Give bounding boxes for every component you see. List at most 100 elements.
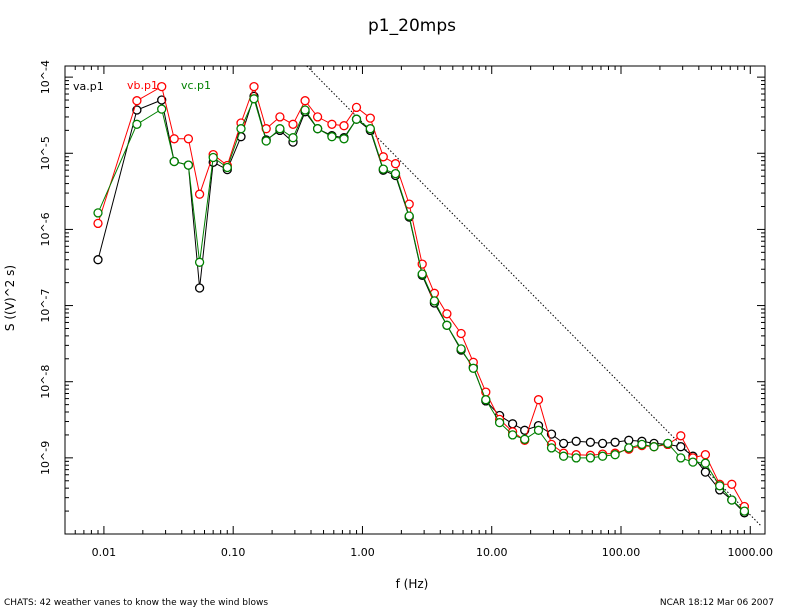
y-tick-label: 10^-7 [39, 288, 52, 322]
data-point [93, 218, 103, 229]
data-point [275, 124, 285, 134]
data-point [169, 134, 179, 144]
data-point [157, 104, 167, 114]
data-point [365, 113, 375, 123]
data-point [456, 344, 466, 354]
data-point [249, 94, 259, 104]
data-point [571, 453, 581, 463]
data-point [533, 395, 544, 405]
data-point [715, 481, 725, 491]
data-point [610, 450, 620, 460]
data-point [468, 363, 478, 373]
data-point [676, 442, 686, 452]
data-point [494, 417, 505, 428]
data-point [481, 395, 491, 405]
data-point [597, 438, 608, 449]
y-tick-label: 10^-4 [39, 60, 52, 94]
y-axis-label: S ((V)^2 s) [3, 265, 17, 331]
reference-slope-line [306, 65, 761, 526]
data-point [649, 442, 659, 452]
data-point [700, 467, 711, 477]
x-tick-label: 10.00 [476, 546, 508, 559]
plot-frame [64, 65, 766, 535]
data-point [132, 96, 142, 106]
x-tick-label: 0.10 [221, 546, 246, 559]
data-point [183, 134, 194, 144]
data-point [676, 431, 686, 441]
series-vc.p1 [93, 94, 750, 516]
data-point [676, 453, 686, 463]
y-tick-label: 10^-6 [39, 212, 52, 246]
footer-right: NCAR 18:12 Mar 06 2007 [660, 598, 774, 608]
data-point [169, 156, 179, 167]
data-point [520, 434, 530, 444]
data-point [429, 288, 440, 298]
data-point [507, 419, 518, 429]
data-point [261, 136, 271, 146]
data-point [663, 438, 673, 449]
data-point [688, 457, 698, 467]
data-point [624, 443, 634, 453]
data-point [533, 425, 544, 435]
data-point [194, 189, 205, 199]
data-point [558, 451, 569, 461]
data-point [236, 124, 246, 134]
data-point [610, 437, 620, 447]
series-layer [93, 81, 750, 518]
data-point [351, 102, 362, 113]
footer-left: CHATS: 42 weather vanes to know the way … [4, 598, 268, 608]
series-line [97, 94, 745, 514]
x-axis-label: f (Hz) [396, 577, 429, 591]
data-point [339, 134, 349, 144]
series-line [97, 97, 745, 512]
data-point [442, 320, 452, 330]
data-point [249, 81, 259, 92]
data-point [327, 132, 337, 142]
data-point [417, 269, 427, 279]
reference-line-layer [306, 65, 761, 526]
y-tick-label: 10^-8 [39, 365, 52, 399]
data-point [157, 95, 167, 105]
data-point [727, 495, 737, 505]
x-tick-label: 0.01 [92, 546, 117, 559]
chart-title: p1_20mps [368, 16, 456, 36]
data-point [183, 160, 194, 170]
data-point [456, 328, 466, 339]
x-tick-label: 1.00 [350, 546, 375, 559]
data-point [275, 112, 285, 122]
data-point [558, 438, 569, 449]
data-point [637, 439, 647, 450]
data-point [194, 283, 205, 293]
data-point [288, 119, 298, 129]
data-point [597, 451, 608, 461]
y-tick-label: 10^-9 [39, 441, 52, 475]
data-point [222, 162, 232, 173]
data-point [194, 257, 205, 267]
data-point [624, 435, 634, 445]
data-point [365, 124, 375, 134]
axes-layer: 0.01 0.10 1.00 10.00 100.00 1000.00 10^-9 10^-8… [39, 60, 773, 559]
data-point [300, 105, 310, 115]
data-point [390, 168, 401, 179]
data-point [700, 450, 711, 460]
x-tick-label: 1000.00 [728, 546, 774, 559]
data-point [93, 255, 103, 265]
data-point [546, 443, 557, 453]
x-tick-label: 100.00 [602, 546, 641, 559]
data-point [585, 437, 596, 447]
series-line [97, 84, 745, 507]
data-point [208, 152, 218, 163]
y-tick-label: 10^-5 [39, 136, 52, 170]
data-point [132, 119, 142, 129]
data-point [571, 436, 581, 446]
data-point [157, 81, 167, 92]
data-point [507, 430, 518, 440]
data-point [700, 458, 711, 468]
data-point [727, 479, 737, 489]
data-point [312, 124, 323, 134]
data-point [429, 296, 440, 306]
data-point [93, 208, 103, 218]
data-point [585, 453, 596, 463]
data-point [442, 309, 452, 319]
data-point [312, 112, 323, 122]
